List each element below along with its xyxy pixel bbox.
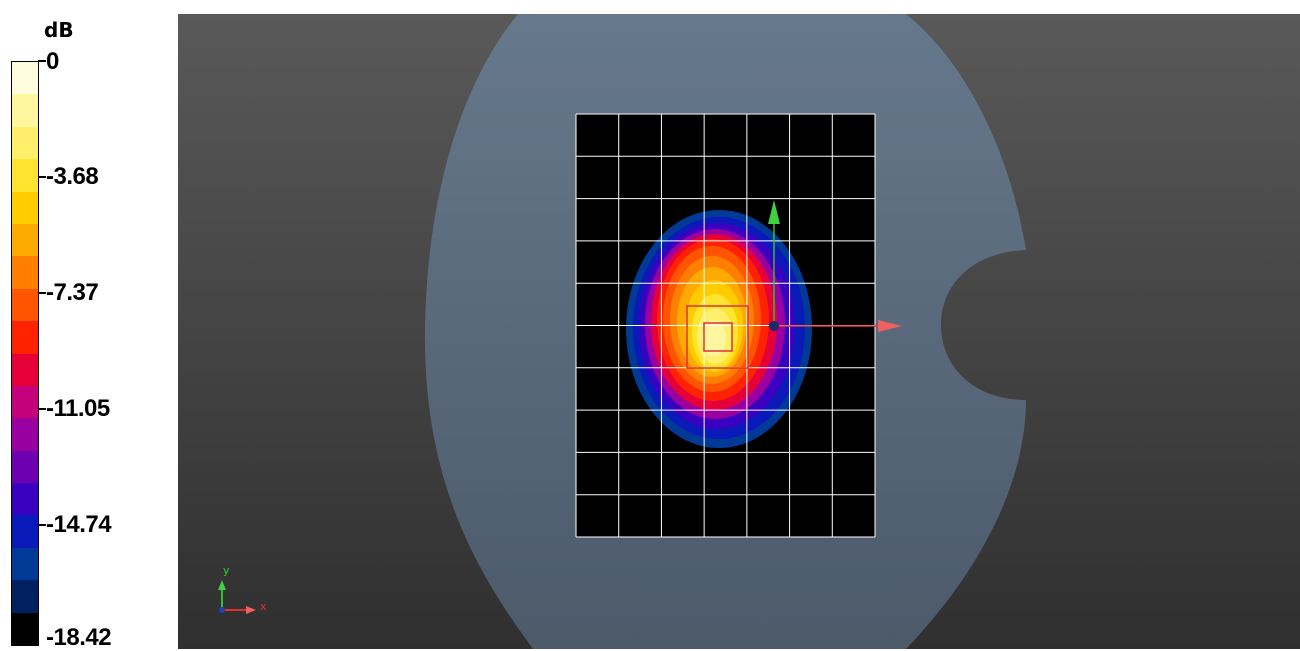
colorbar-segment (12, 126, 38, 160)
device-axis-x (774, 320, 902, 332)
colorbar-segment (12, 256, 38, 289)
colorbar-segment (12, 288, 38, 322)
colorbar-segment (12, 62, 38, 95)
colorbar-segment (12, 580, 38, 613)
legend-tick-mark (38, 60, 46, 62)
triad-y-label: y (223, 564, 230, 577)
device-origin (769, 321, 779, 331)
colorbar-segment (12, 94, 38, 127)
legend-tick-label: -7.37 (46, 279, 99, 306)
orientation-triad: y x (218, 564, 267, 614)
legend-tick-mark (38, 524, 46, 526)
colorbar-segment (12, 612, 38, 646)
colorbar-segment (12, 159, 38, 192)
scene-canvas[interactable]: y x (178, 14, 1300, 649)
legend-tick-mark (38, 292, 46, 294)
colorbar-segment (12, 191, 38, 224)
device-axis-y (768, 200, 780, 326)
colorbar-segment (12, 321, 38, 354)
sar-field-distribution (626, 210, 812, 448)
peak-cube-outer (686, 305, 749, 369)
colorbar-segment (12, 223, 38, 257)
colorbar-segment (12, 515, 38, 548)
legend-tick-label: -14.74 (46, 511, 112, 538)
colorbar-legend: dB 0 -3.68 -7.37 -11.05 -14.74 -18.42 (0, 0, 178, 651)
legend-tick-label: -11.05 (46, 395, 110, 422)
colorbar-segment (12, 547, 38, 581)
colorbar-segment (12, 483, 38, 516)
legend-unit-label: dB (44, 18, 74, 42)
colorbar (11, 61, 39, 646)
colorbar-segment (12, 418, 38, 451)
colorbar-segment (12, 385, 38, 419)
legend-tick-label: 0 (46, 48, 59, 75)
legend-tick-mark (38, 408, 46, 410)
legend-tick-label: -18.42 (46, 624, 112, 651)
legend-tick-label: -3.68 (46, 163, 99, 190)
3d-viewport[interactable]: y x (178, 14, 1300, 649)
legend-tick-mark (38, 176, 46, 178)
colorbar-segment (12, 353, 38, 386)
colorbar-segment (12, 450, 38, 484)
triad-x-label: x (260, 600, 267, 613)
peak-cube-inner (703, 322, 733, 352)
